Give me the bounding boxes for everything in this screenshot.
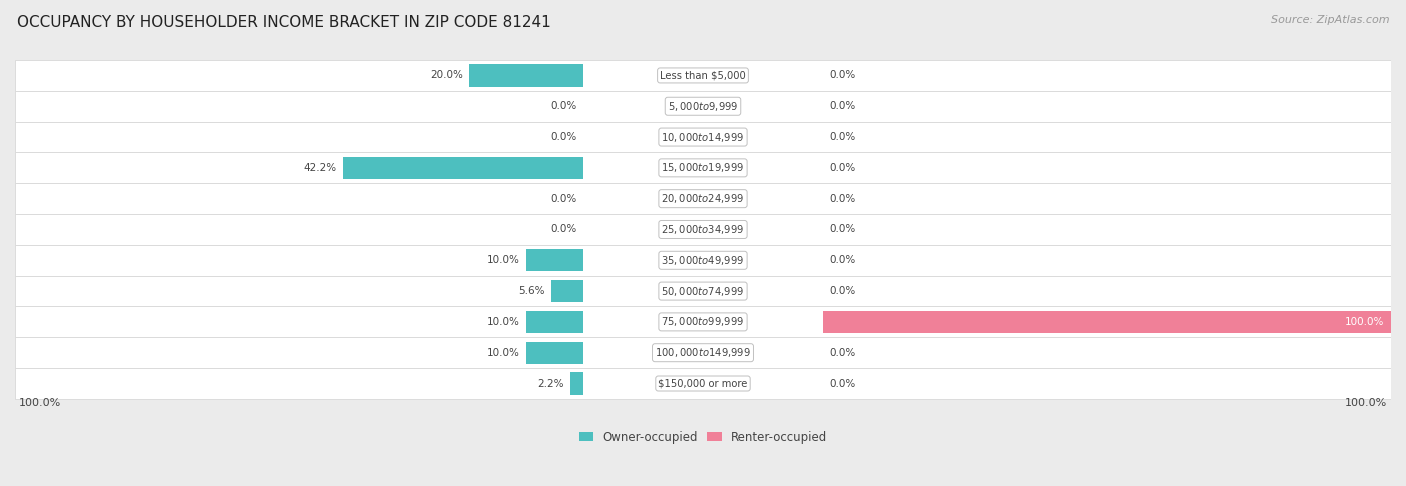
Text: 0.0%: 0.0% [830, 163, 856, 173]
Text: 0.0%: 0.0% [830, 132, 856, 142]
Bar [15, 276, 1391, 307]
Bar [15, 368, 1391, 399]
Text: $50,000 to $74,999: $50,000 to $74,999 [661, 285, 745, 297]
Text: 0.0%: 0.0% [830, 255, 856, 265]
Bar [551, 280, 582, 302]
Bar [569, 372, 582, 395]
Bar [526, 342, 582, 364]
Text: $5,000 to $9,999: $5,000 to $9,999 [668, 100, 738, 113]
Text: OCCUPANCY BY HOUSEHOLDER INCOME BRACKET IN ZIP CODE 81241: OCCUPANCY BY HOUSEHOLDER INCOME BRACKET … [17, 15, 551, 30]
Text: 0.0%: 0.0% [550, 132, 576, 142]
Bar [15, 183, 1391, 214]
Text: Source: ZipAtlas.com: Source: ZipAtlas.com [1271, 15, 1389, 25]
Bar [470, 64, 582, 87]
Text: $20,000 to $24,999: $20,000 to $24,999 [661, 192, 745, 205]
Bar [15, 122, 1391, 153]
Text: 0.0%: 0.0% [830, 70, 856, 81]
Text: $15,000 to $19,999: $15,000 to $19,999 [661, 161, 745, 174]
Bar [526, 249, 582, 271]
Text: 42.2%: 42.2% [304, 163, 336, 173]
Text: 0.0%: 0.0% [550, 225, 576, 234]
Text: 100.0%: 100.0% [20, 398, 62, 408]
Text: 0.0%: 0.0% [830, 193, 856, 204]
Text: $10,000 to $14,999: $10,000 to $14,999 [661, 131, 745, 143]
Text: 10.0%: 10.0% [486, 317, 519, 327]
Bar [15, 60, 1391, 91]
Text: Less than $5,000: Less than $5,000 [661, 70, 745, 81]
Text: $35,000 to $49,999: $35,000 to $49,999 [661, 254, 745, 267]
Text: 20.0%: 20.0% [430, 70, 463, 81]
Bar [15, 337, 1391, 368]
Text: $25,000 to $34,999: $25,000 to $34,999 [661, 223, 745, 236]
Bar [15, 245, 1391, 276]
Text: $150,000 or more: $150,000 or more [658, 379, 748, 388]
Text: 10.0%: 10.0% [486, 347, 519, 358]
Bar [824, 311, 1391, 333]
Bar [15, 91, 1391, 122]
Bar [15, 307, 1391, 337]
Text: 100.0%: 100.0% [1346, 317, 1385, 327]
Text: $100,000 to $149,999: $100,000 to $149,999 [655, 346, 751, 359]
Text: 0.0%: 0.0% [830, 225, 856, 234]
Text: 100.0%: 100.0% [1344, 398, 1386, 408]
Text: 10.0%: 10.0% [486, 255, 519, 265]
Text: 2.2%: 2.2% [537, 379, 564, 388]
Text: 5.6%: 5.6% [517, 286, 544, 296]
Text: 0.0%: 0.0% [830, 101, 856, 111]
Bar [343, 157, 582, 179]
Text: $75,000 to $99,999: $75,000 to $99,999 [661, 315, 745, 329]
Text: 0.0%: 0.0% [830, 379, 856, 388]
Bar [526, 311, 582, 333]
Text: 0.0%: 0.0% [830, 347, 856, 358]
Bar [15, 153, 1391, 183]
Legend: Owner-occupied, Renter-occupied: Owner-occupied, Renter-occupied [574, 426, 832, 449]
Text: 0.0%: 0.0% [550, 101, 576, 111]
Text: 0.0%: 0.0% [830, 286, 856, 296]
Bar [15, 214, 1391, 245]
Text: 0.0%: 0.0% [550, 193, 576, 204]
